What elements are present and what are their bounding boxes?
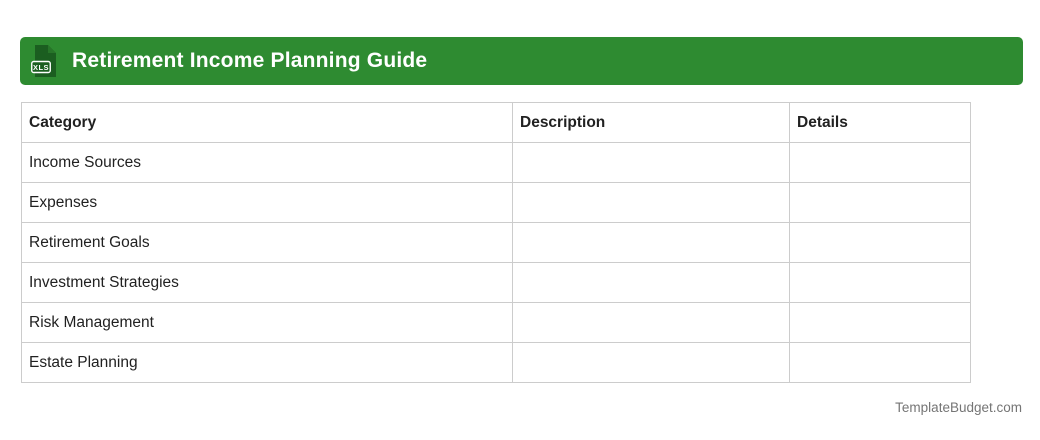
- cell-details: [789, 342, 971, 383]
- cell-details: [789, 262, 971, 303]
- cell-category: Expenses: [21, 182, 513, 223]
- cell-details: [789, 302, 971, 343]
- cell-category: Investment Strategies: [21, 262, 513, 303]
- cell-description: [512, 182, 790, 223]
- planning-table: Category Description Details Income Sour…: [21, 102, 971, 383]
- cell-details: [789, 142, 971, 183]
- table-row: Risk Management: [21, 302, 971, 343]
- table-row: Estate Planning: [21, 342, 971, 383]
- table-row: Expenses: [21, 182, 971, 223]
- table-body: Income Sources Expenses Retirement Goals…: [21, 142, 971, 383]
- cell-description: [512, 302, 790, 343]
- cell-description: [512, 342, 790, 383]
- page-title: Retirement Income Planning Guide: [72, 49, 428, 72]
- footer-site-credit[interactable]: TemplateBudget.com: [895, 400, 1022, 415]
- cell-category: Risk Management: [21, 302, 513, 343]
- cell-description: [512, 142, 790, 183]
- table-row: Retirement Goals: [21, 222, 971, 263]
- cell-description: [512, 262, 790, 303]
- table-row: Income Sources: [21, 142, 971, 183]
- cell-category: Income Sources: [21, 142, 513, 183]
- title-bar: XLS Retirement Income Planning Guide: [20, 37, 1023, 85]
- table-header-row: Category Description Details: [21, 102, 971, 143]
- xls-file-icon: XLS: [31, 44, 57, 78]
- cell-details: [789, 222, 971, 263]
- column-header-category: Category: [21, 102, 513, 143]
- xls-badge-label: XLS: [33, 63, 49, 72]
- cell-description: [512, 222, 790, 263]
- column-header-description: Description: [512, 102, 790, 143]
- cell-category: Estate Planning: [21, 342, 513, 383]
- table-row: Investment Strategies: [21, 262, 971, 303]
- cell-category: Retirement Goals: [21, 222, 513, 263]
- column-header-details: Details: [789, 102, 971, 143]
- cell-details: [789, 182, 971, 223]
